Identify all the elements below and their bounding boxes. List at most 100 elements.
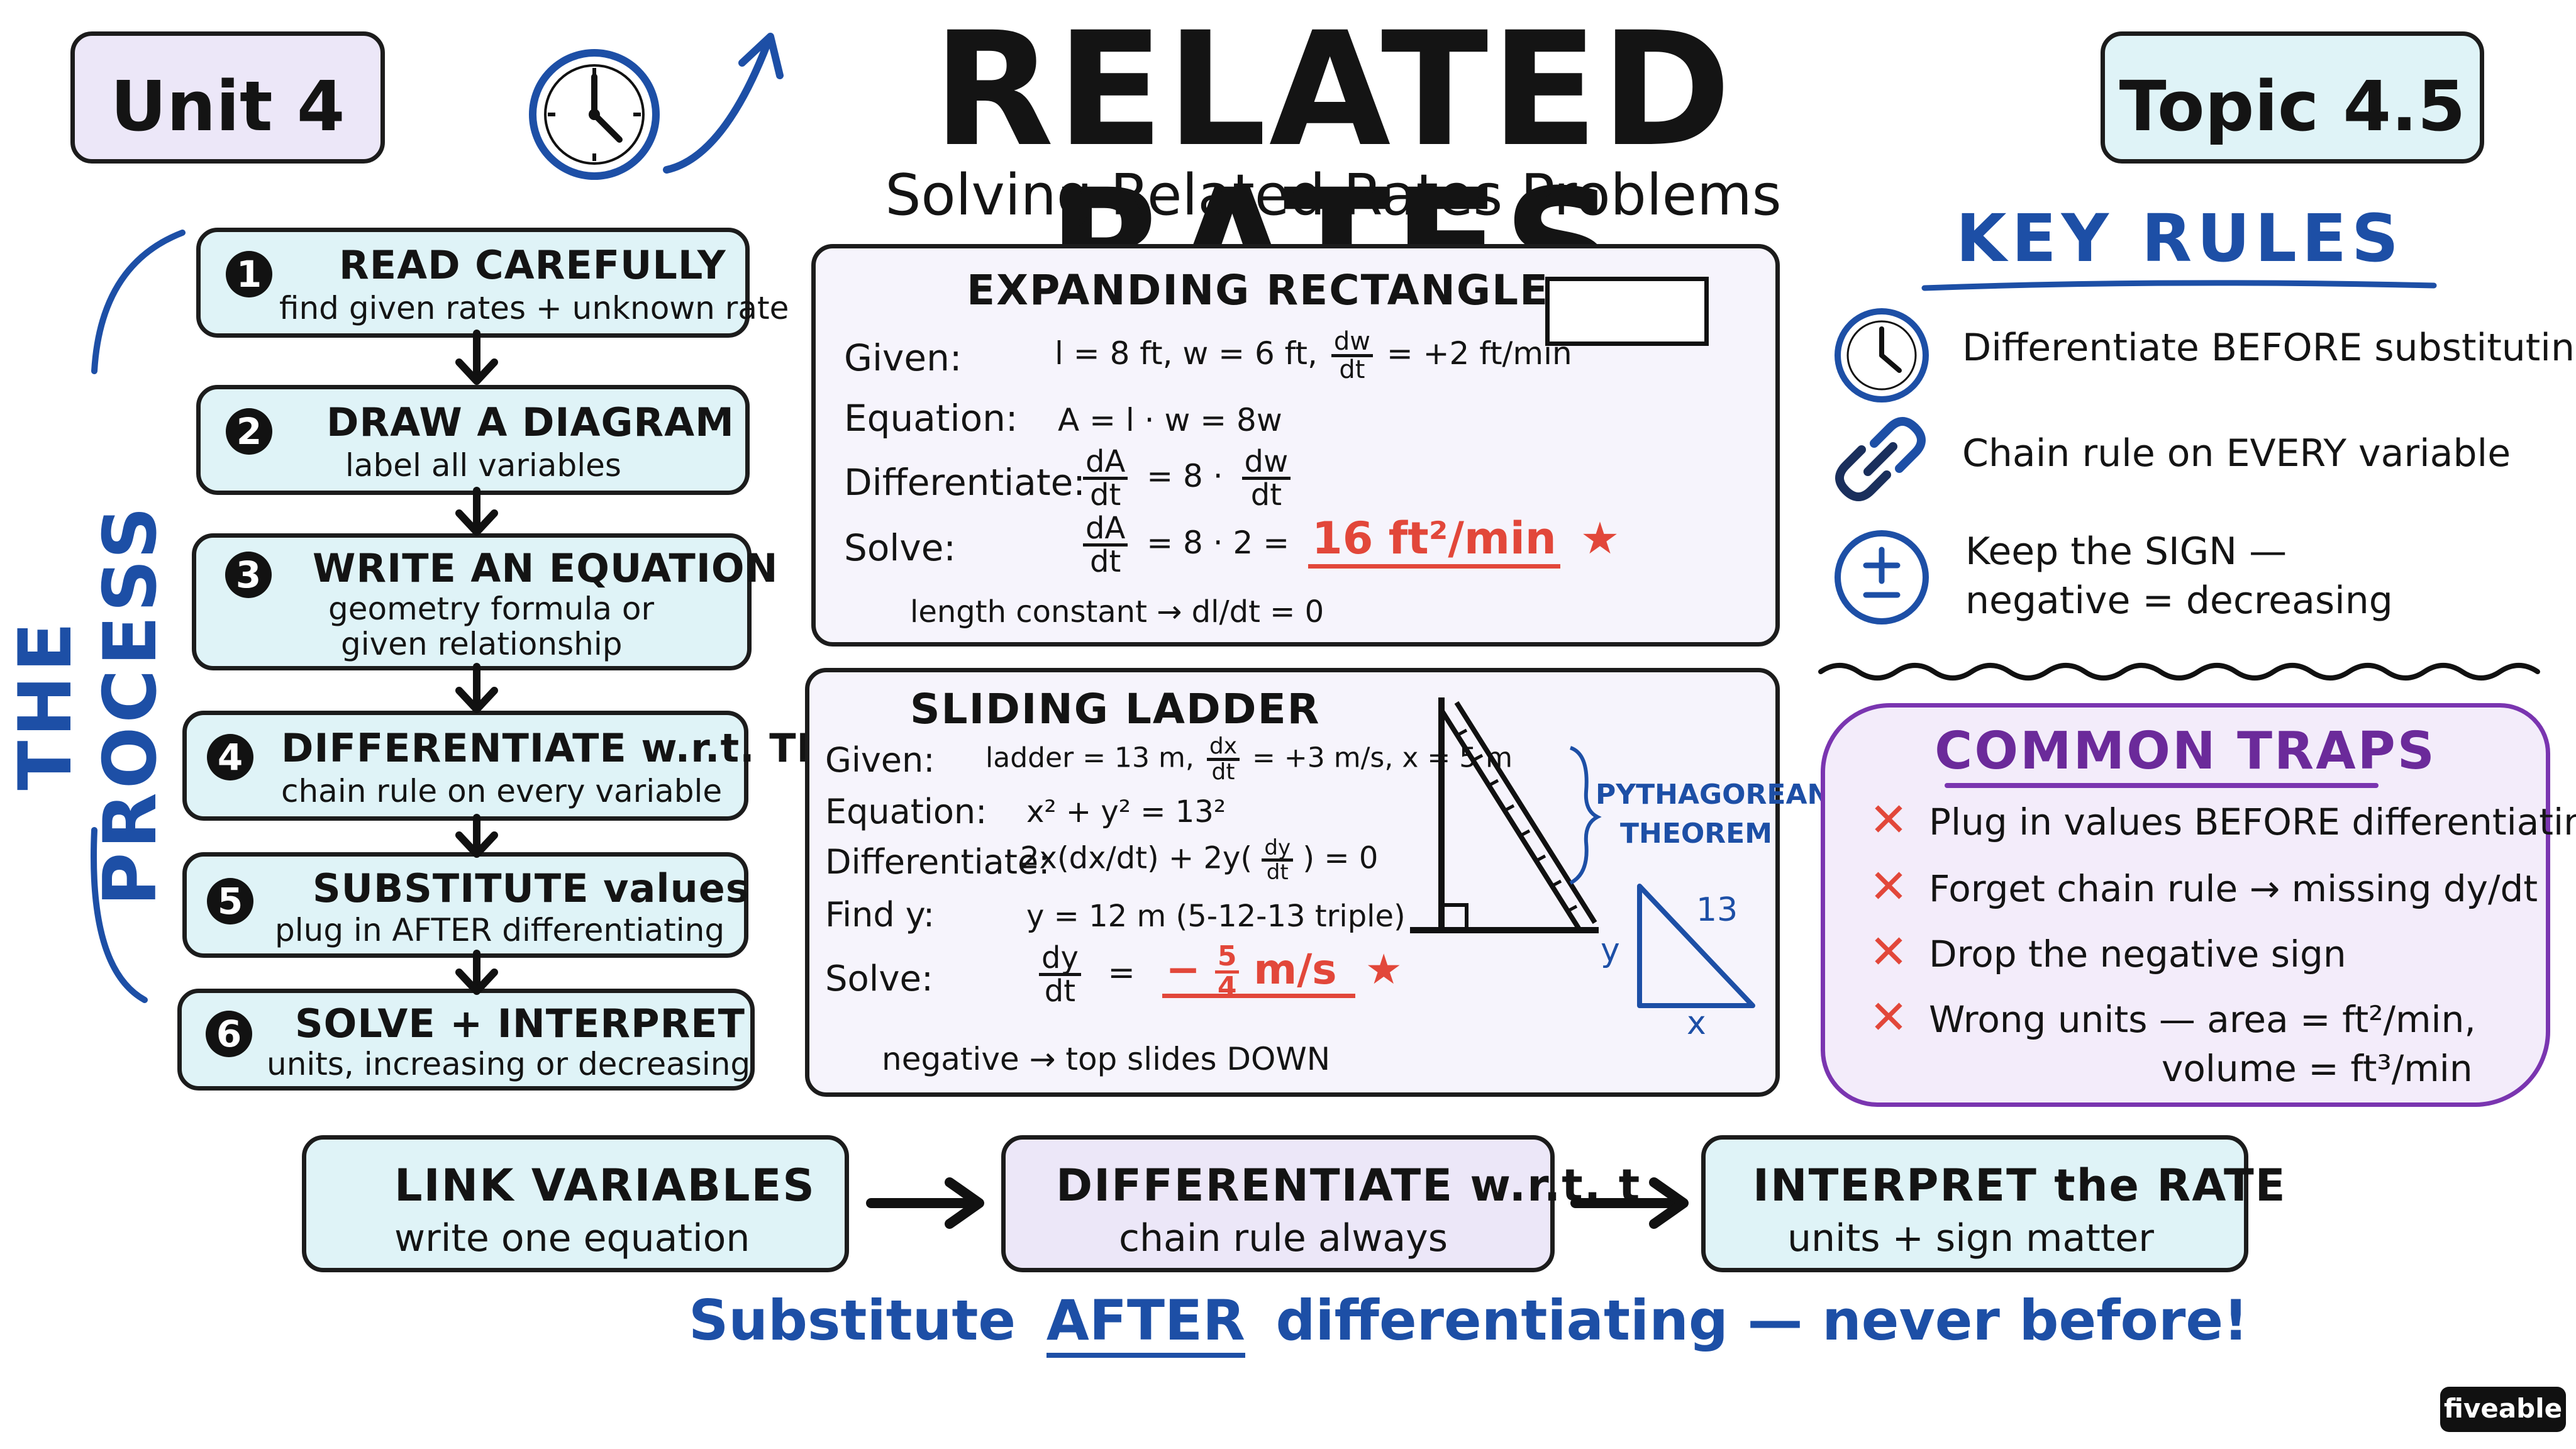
ladder-find-value: y = 12 m (5-12-13 triple) (1026, 899, 1406, 934)
flow-1-title: LINK VARIABLES (394, 1160, 816, 1211)
ladder-solve-lhs: dy dt (1039, 943, 1081, 1006)
rect-note: length constant → dl/dt = 0 (910, 594, 1324, 630)
rect-solve-num: dA (1083, 513, 1128, 547)
rule-3-text-2: negative = decreasing (1965, 579, 2393, 623)
trap-4-text: Wrong units — area = ft²/min, (1929, 998, 2476, 1041)
rect-given-rate-num: dw (1331, 329, 1373, 357)
step-number-2: 2 (226, 408, 272, 455)
ladder-solve-fraction: 5 4 (1214, 943, 1240, 1001)
rule-1-text: Differentiate BEFORE substituting (1962, 326, 2576, 370)
flow-step-differentiate: DIFFERENTIATE w.r.t. t chain rule always (1001, 1135, 1640, 1272)
ladder-note: negative → top slides DOWN (882, 1041, 1331, 1077)
rule-3-text: Keep the SIGN — (1965, 530, 2287, 574)
process-step-5: 5 SUBSTITUTE values plug in AFTER differ… (182, 852, 749, 958)
rect-solve-lhs: dA dt (1083, 513, 1128, 577)
rect-given-rate-den: dt (1339, 355, 1365, 384)
step-title-2: DRAW A DIAGRAM (326, 399, 735, 445)
rect-equation-label: Equation: (844, 397, 1018, 440)
step-subtitle-5: plug in AFTER differentiating (275, 912, 725, 948)
brand-name: fiveable (2443, 1393, 2563, 1424)
ladder-solve-unit: m/s (1253, 945, 1337, 994)
ladder-given-rate-num: dx (1206, 735, 1240, 761)
rect-diff-rhs-den: dt (1250, 477, 1282, 513)
ladder-equation-value: x² + y² = 13² (1026, 794, 1226, 830)
rect-equation-value: A = l · w = 8w (1058, 402, 1282, 438)
x-mark-icon: ✕ (1869, 991, 1909, 1045)
ladder-given-rate-den: dt (1211, 759, 1235, 785)
unit-label: Unit 4 (110, 66, 345, 147)
flow-2-title: DIFFERENTIATE w.r.t. t (1056, 1160, 1641, 1211)
brand-logo: fiveable (2440, 1387, 2566, 1432)
rect-diff-row: dA dt = 8 · dw dt (1083, 447, 1291, 510)
ladder-solve-num: dy (1039, 943, 1081, 977)
rect-diff-lhs: dA dt (1083, 447, 1128, 510)
process-arrows (455, 330, 498, 995)
ladder-solve-eq: = (1108, 953, 1135, 992)
process-side-label: THE PROCESS (3, 502, 173, 906)
unit-badge: Unit 4 (70, 31, 385, 164)
rect-solve-row: dA dt = 8 · 2 = 16 ft²/min ★ (1083, 513, 1619, 577)
star-icon: ★ (1580, 513, 1620, 564)
topic-badge: Topic 4.5 (2101, 31, 2484, 164)
step-number-4: 4 (207, 734, 253, 780)
flow-3-title: INTERPRET the RATE (1753, 1160, 2287, 1211)
step-title-1: READ CAREFULLY (339, 242, 726, 288)
pythagorean-label: PYTHAGOREAN THEOREM (1596, 775, 1831, 853)
ladder-example-panel: SLIDING LADDER Given: ladder = 13 m, dx … (805, 668, 1830, 1097)
ladder-diff-frac: dy dt (1262, 837, 1294, 883)
ladder-diff-b: ) = 0 (1302, 840, 1379, 876)
common-traps-panel: COMMON TRAPS ✕ Plug in values BEFORE dif… (1821, 703, 2576, 1107)
ladder-title: SLIDING LADDER (910, 685, 1321, 733)
rect-given-label: Given: (844, 336, 962, 379)
trap-1-text: Plug in values BEFORE differentiating (1929, 801, 2576, 843)
step-title-3: WRITE AN EQUATION (313, 545, 779, 591)
step-subtitle-6: units, increasing or decreasing (267, 1046, 751, 1082)
step-subtitle-1: find given rates + unknown rate (279, 290, 789, 326)
ladder-equation-label: Equation: (825, 792, 987, 831)
plus-minus-icon (1835, 530, 1929, 625)
flow-step-interpret: INTERPRET the RATE units + sign matter (1701, 1135, 2285, 1272)
pythagorean-line-1: PYTHAGOREAN (1596, 779, 1831, 811)
key-rules-underline (1921, 280, 2437, 291)
rect-given-rate: dw dt (1331, 329, 1373, 382)
rectangle-example-panel: EXPANDING RECTANGLE Given: l = 8 ft, w =… (811, 244, 1780, 647)
rising-arrow-icon (663, 33, 784, 174)
ladder-solve-label: Solve: (825, 958, 933, 999)
clock-icon (529, 49, 660, 180)
footer-pre: Substitute (689, 1288, 1016, 1353)
clock-icon (1835, 308, 1929, 402)
process-step-3: 3 WRITE AN EQUATION geometry formula or … (192, 533, 778, 670)
topic-label: Topic 4.5 (2119, 66, 2466, 147)
ladder-diagram (1410, 697, 1602, 933)
trap-2-text: Forget chain rule → missing dy/dt (1929, 867, 2538, 910)
ladder-given-value: ladder = 13 m, (985, 741, 1194, 774)
trap-4-text-2: volume = ft³/min (2162, 1047, 2473, 1090)
right-triangle-diagram (1637, 884, 1755, 1008)
flow-1-subtitle: write one equation (394, 1216, 750, 1260)
step-number-1: 1 (226, 251, 272, 297)
triangle-hyp-label: 13 (1696, 891, 1738, 929)
rect-solve-label: Solve: (844, 526, 956, 569)
rect-diff-mid: = 8 · (1146, 458, 1223, 494)
ladder-solve-answer: − 5 4 m/s (1162, 943, 1355, 1001)
process-step-2: 2 DRAW A DIAGRAM label all variables (196, 385, 750, 495)
triangle-y-label: y (1601, 931, 1620, 969)
rect-given-value: l = 8 ft, w = 6 ft, (1055, 335, 1318, 372)
flow-2-subtitle: chain rule always (1119, 1216, 1448, 1260)
process-bracket (91, 230, 186, 1003)
rectangle-title: EXPANDING RECTANGLE (967, 266, 1550, 314)
ladder-diff-frac-num: dy (1262, 837, 1294, 862)
flow-arrow-2 (1570, 1177, 1689, 1229)
key-rules-title: KEY RULES (1956, 200, 2404, 277)
step-title-6: SOLVE + INTERPRET (295, 1001, 745, 1046)
flow-3-subtitle: units + sign matter (1787, 1216, 2154, 1260)
flow-step-link-variables: LINK VARIABLES write one equation (302, 1135, 849, 1272)
rect-diff-lhs-den: dt (1090, 477, 1121, 513)
footer-emphasis: AFTER (1046, 1288, 1245, 1358)
ladder-diff-a: 2x(dx/dt) + 2y( (1020, 840, 1253, 876)
pythagorean-line-2: THEOREM (1619, 818, 1773, 850)
ladder-given-rate: dx dt (1206, 735, 1240, 785)
ladder-given-label: Given: (825, 740, 935, 780)
footer-post: differentiating — never before! (1275, 1288, 2249, 1353)
x-mark-icon: ✕ (1869, 925, 1909, 979)
